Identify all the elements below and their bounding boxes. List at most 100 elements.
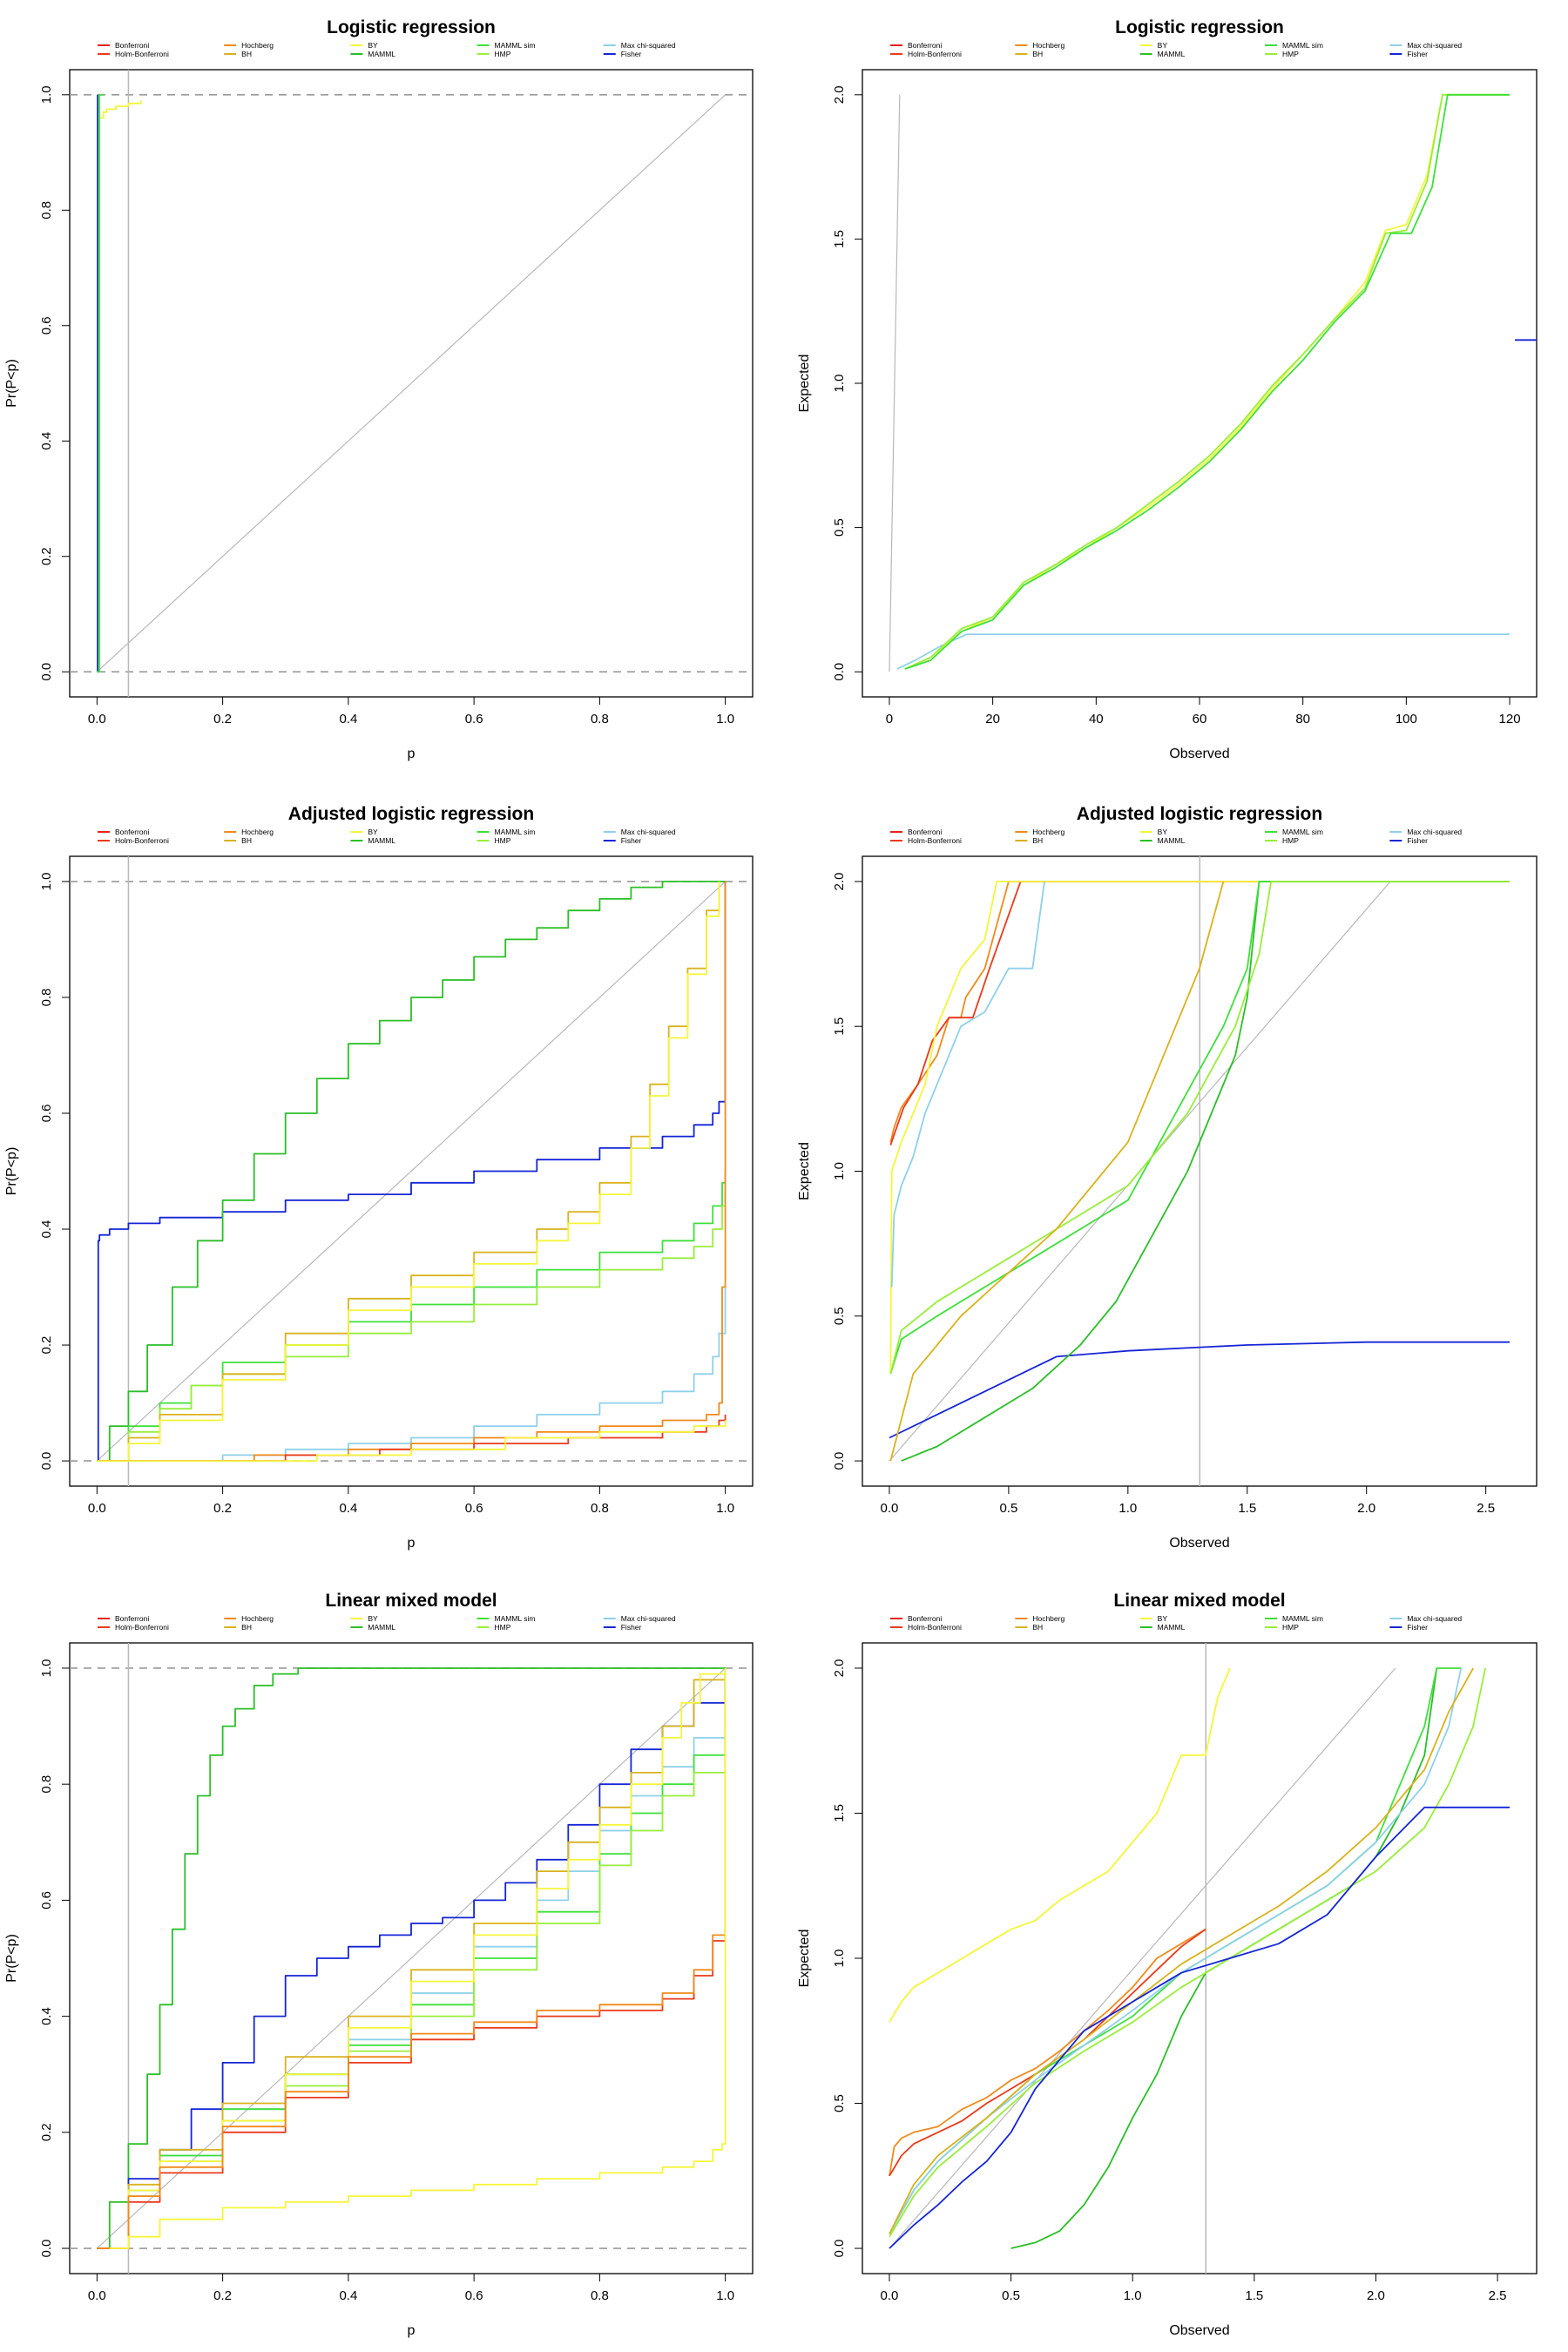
- series-line-hmp: [97, 1188, 727, 1462]
- legend-item: Max chi-squared: [603, 828, 676, 836]
- x-axis-label: p: [408, 2323, 416, 2338]
- legend-label: HMP: [495, 1623, 511, 1632]
- legend-item: Bonferroni: [890, 828, 942, 836]
- legend-item: MAMML sim: [476, 41, 536, 50]
- legend-item: Fisher: [1389, 836, 1428, 845]
- legend-label: BH: [1032, 50, 1043, 58]
- chart-title: Logistic regression: [327, 17, 496, 37]
- plot-area: [70, 70, 753, 697]
- series-line-max-chi-squared: [97, 1287, 727, 1462]
- legend-label: Fisher: [621, 836, 642, 845]
- y-tick-label: 1.0: [832, 1950, 847, 1968]
- legend-item: BY: [350, 828, 378, 836]
- series-line-by: [889, 881, 1510, 1375]
- series-line-mamml: [97, 881, 726, 1462]
- x-tick-label: 0.6: [465, 1501, 483, 1516]
- x-tick-label: 0.4: [339, 712, 357, 727]
- legend-label: Holm-Bonferroni: [115, 836, 169, 845]
- legend-item: Fisher: [603, 836, 642, 845]
- series-line-by: [889, 1667, 1231, 2023]
- legend-item: Fisher: [603, 1623, 642, 1632]
- legend-label: MAMML: [368, 1623, 395, 1632]
- y-axis-label: Expected: [797, 1142, 812, 1200]
- series-line-mamml-sim: [97, 1171, 727, 1462]
- legend-item: BY: [350, 1614, 378, 1623]
- legend-label: MAMML sim: [495, 41, 536, 50]
- y-tick-label: 1.5: [832, 1804, 847, 1822]
- diagonal-reference-line: [96, 94, 727, 672]
- series-line-by: [100, 100, 142, 119]
- series-line-by: [97, 881, 720, 1462]
- series-line-fisher: [97, 881, 727, 1462]
- x-tick-label: 1.5: [1245, 2288, 1263, 2303]
- legend-item: HMP: [476, 1623, 511, 1632]
- legend-item: MAMML: [350, 50, 395, 58]
- plot-area: [889, 856, 1510, 1486]
- legend-label: Hochberg: [1032, 828, 1064, 836]
- legend-label: MAMML: [368, 50, 395, 58]
- legend-label: Hochberg: [241, 1614, 274, 1623]
- series-line-reference: [889, 94, 901, 672]
- plot-frame: [69, 69, 754, 698]
- y-tick-label: 0.5: [832, 518, 847, 537]
- series-line-bh: [889, 1667, 1474, 2234]
- y-axis-label: Pr(P<p): [4, 1934, 19, 1983]
- y-tick-label: 0.6: [39, 1891, 54, 1909]
- legend-label: Max chi-squared: [621, 1614, 676, 1623]
- plot-frame: [69, 855, 754, 1487]
- x-tick-label: 0.4: [339, 2288, 357, 2303]
- legend-label: Fisher: [1407, 50, 1428, 58]
- legend-item: Hochberg: [1015, 41, 1064, 50]
- legend-label: MAMML sim: [1282, 41, 1323, 50]
- series-line-holm-bonferroni: [889, 1928, 1206, 2177]
- x-tick-label: 40: [1089, 712, 1104, 727]
- y-tick-label: 1.0: [832, 375, 847, 393]
- x-tick-label: 80: [1295, 712, 1310, 727]
- x-tick-label: 1.0: [1124, 2288, 1142, 2303]
- legend-label: Bonferroni: [908, 1614, 942, 1623]
- chart-panel: Adjusted logistic regressionBonferroniHo…: [4, 804, 754, 1551]
- legend-item: Bonferroni: [98, 41, 149, 50]
- y-tick-label: 1.5: [832, 1017, 847, 1036]
- y-tick-label: 1.0: [39, 1659, 54, 1678]
- legend-label: HMP: [1282, 836, 1299, 845]
- x-tick-label: 0.0: [88, 1501, 106, 1516]
- chart-title: Linear mixed model: [1113, 1591, 1285, 1611]
- plot-area: [889, 93, 1537, 672]
- y-tick-label: 0.0: [832, 1452, 847, 1470]
- legend-item: HMP: [476, 50, 511, 58]
- x-axis-label: Observed: [1169, 2323, 1229, 2338]
- series-line-by: [97, 1420, 727, 1462]
- legend-label: Max chi-squared: [1407, 41, 1462, 50]
- y-tick-label: 1.0: [39, 85, 54, 104]
- legend-label: Holm-Bonferroni: [908, 50, 962, 58]
- legend-item: Holm-Bonferroni: [98, 50, 169, 58]
- y-tick-label: 0.0: [39, 663, 54, 681]
- legend-label: Hochberg: [1032, 1614, 1064, 1623]
- legend-label: Bonferroni: [115, 828, 149, 836]
- x-tick-label: 1.0: [716, 2288, 734, 2303]
- y-tick-label: 0.6: [39, 316, 54, 335]
- x-tick-label: 0.8: [591, 2288, 609, 2303]
- legend-label: MAMML: [1158, 836, 1186, 845]
- legend-item: BH: [224, 836, 252, 845]
- y-tick-label: 0.2: [39, 2123, 54, 2141]
- legend-item: Bonferroni: [890, 1614, 942, 1623]
- legend-item: Holm-Bonferroni: [890, 1623, 962, 1632]
- legend-label: BY: [368, 41, 378, 50]
- x-axis-label: Observed: [1169, 1536, 1229, 1551]
- legend-label: Holm-Bonferroni: [908, 1623, 962, 1632]
- legend-item: BY: [1139, 828, 1167, 836]
- series-line-mamml: [901, 881, 1510, 1462]
- y-tick-label: 0.5: [832, 1307, 847, 1325]
- x-tick-label: 0.6: [465, 712, 483, 727]
- legend-item: BY: [1139, 1614, 1167, 1623]
- series-line-holm-bonferroni: [889, 881, 1510, 1146]
- y-tick-label: 1.0: [39, 872, 54, 890]
- legend-item: BH: [1015, 836, 1043, 845]
- legend-label: MAMML sim: [495, 828, 536, 836]
- legend-item: MAMML: [1139, 50, 1186, 58]
- legend-label: Max chi-squared: [1407, 1614, 1462, 1623]
- chart-panel: Linear mixed model BonferroniHolm-Bonferr…: [797, 1591, 1538, 2338]
